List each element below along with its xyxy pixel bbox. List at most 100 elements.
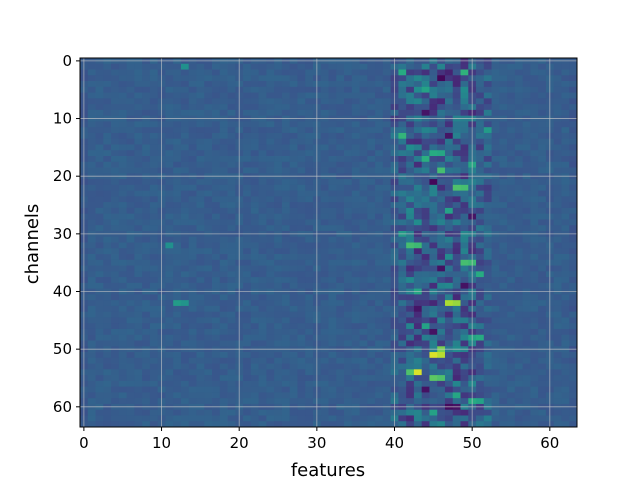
heatmap-cell: [460, 271, 469, 278]
heatmap-cell: [258, 352, 267, 359]
heatmap-cell: [126, 213, 135, 220]
heatmap-cell: [250, 265, 260, 272]
heatmap-cell: [212, 242, 221, 249]
heatmap-cell: [359, 242, 368, 249]
heatmap-cell: [444, 398, 454, 405]
heatmap-cell: [227, 138, 236, 145]
heatmap-cell: [553, 282, 562, 290]
heatmap-cell: [421, 369, 430, 376]
heatmap-cell: [289, 196, 298, 203]
heatmap-cell: [406, 213, 415, 220]
heatmap-cell: [382, 132, 392, 140]
heatmap-cell: [173, 357, 182, 364]
heatmap-cell: [413, 86, 423, 93]
heatmap-cell: [421, 150, 430, 157]
heatmap-cell: [499, 121, 508, 128]
heatmap-cell: [134, 323, 143, 330]
heatmap-cell: [126, 277, 135, 284]
heatmap-cell: [219, 398, 228, 405]
heatmap-cell: [429, 179, 438, 186]
heatmap-cell: [204, 63, 213, 70]
heatmap-cell: [250, 75, 260, 82]
heatmap-cell: [421, 219, 430, 226]
heatmap-cell: [134, 277, 143, 284]
heatmap-cell: [344, 184, 353, 192]
heatmap-cell: [289, 156, 298, 163]
heatmap-cell: [103, 294, 112, 301]
heatmap-cell: [437, 161, 446, 168]
heatmap-cell: [398, 167, 407, 174]
heatmap-cell: [444, 294, 454, 301]
heatmap-cell: [367, 380, 376, 388]
heatmap-cell: [95, 104, 104, 111]
heatmap-cell: [328, 86, 337, 93]
heatmap-cell: [413, 207, 423, 215]
heatmap-cell: [204, 156, 213, 163]
heatmap-cell: [297, 421, 306, 428]
heatmap-cell: [351, 409, 360, 416]
heatmap-cell: [483, 75, 492, 82]
heatmap-cell: [538, 282, 547, 290]
heatmap-cell: [413, 75, 423, 82]
heatmap-cell: [219, 259, 228, 266]
heatmap-cell: [382, 363, 392, 370]
heatmap-cell: [297, 317, 306, 324]
heatmap-cell: [522, 207, 531, 215]
heatmap-cell: [351, 127, 360, 134]
heatmap-cell: [243, 305, 252, 313]
heatmap-cell: [514, 81, 524, 88]
heatmap-cell: [359, 409, 368, 416]
heatmap-cell: [452, 409, 461, 416]
heatmap-cell: [250, 179, 260, 186]
heatmap-cell: [126, 265, 135, 272]
heatmap-cell: [95, 248, 104, 255]
heatmap-cell: [165, 196, 174, 203]
heatmap-cell: [476, 121, 485, 128]
heatmap-cell: [250, 248, 260, 255]
heatmap-cell: [538, 328, 547, 336]
heatmap-cell: [196, 219, 205, 226]
heatmap-cell: [328, 369, 337, 376]
heatmap-cell: [320, 219, 329, 226]
heatmap-cell: [219, 219, 228, 226]
heatmap-cell: [522, 352, 531, 359]
heatmap-cell: [359, 317, 368, 324]
heatmap-cell: [336, 271, 345, 278]
heatmap-cell: [328, 150, 337, 157]
heatmap-cell: [367, 86, 376, 93]
heatmap-cell: [398, 380, 407, 388]
heatmap-cell: [491, 161, 500, 168]
heatmap-cell: [305, 380, 314, 388]
heatmap-cell: [507, 207, 516, 215]
heatmap-cell: [421, 81, 430, 88]
heatmap-cell: [274, 248, 283, 255]
heatmap-cell: [483, 294, 492, 301]
heatmap-cell: [305, 265, 314, 272]
heatmap-cell: [553, 150, 562, 157]
heatmap-cell: [212, 225, 221, 232]
heatmap-cell: [328, 254, 337, 261]
heatmap-cell: [522, 219, 531, 226]
heatmap-cell: [173, 386, 182, 393]
heatmap-cell: [250, 409, 260, 416]
heatmap-cell: [204, 340, 213, 347]
heatmap-cell: [413, 225, 423, 232]
heatmap-cell: [111, 323, 120, 330]
heatmap-cell: [483, 392, 492, 399]
heatmap-cell: [328, 352, 337, 359]
heatmap-cell: [359, 127, 368, 134]
heatmap-cell: [305, 363, 314, 370]
heatmap-cell: [126, 69, 135, 76]
heatmap-cell: [219, 86, 228, 93]
heatmap-cell: [297, 305, 306, 313]
heatmap-cell: [111, 104, 120, 111]
heatmap-cell: [437, 121, 446, 128]
heatmap-cell: [514, 225, 524, 232]
heatmap-cell: [367, 305, 376, 313]
heatmap-cell: [491, 375, 500, 382]
heatmap-cell: [437, 202, 446, 209]
heatmap-cell: [87, 317, 96, 324]
heatmap-cell: [305, 242, 314, 249]
heatmap-cell: [173, 109, 182, 117]
heatmap-cell: [111, 144, 120, 151]
